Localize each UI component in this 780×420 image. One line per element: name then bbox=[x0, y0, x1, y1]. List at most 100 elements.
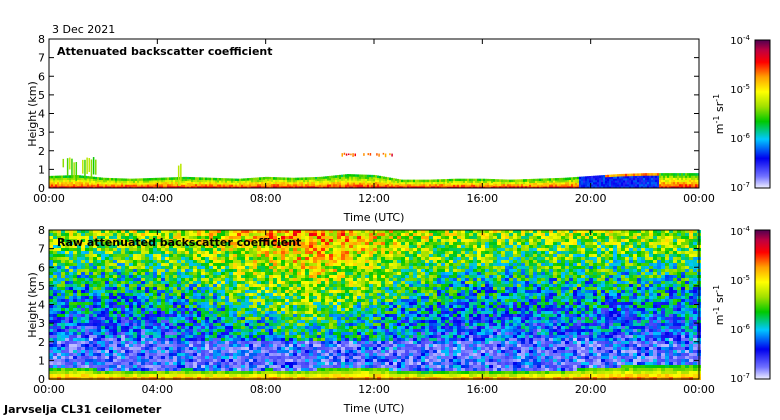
raw-cell bbox=[461, 266, 465, 269]
raw-cell bbox=[693, 263, 697, 266]
raw-cell bbox=[133, 281, 137, 284]
heat-cell bbox=[117, 180, 119, 183]
raw-cell bbox=[345, 257, 349, 260]
raw-cell bbox=[649, 254, 653, 257]
raw-cell bbox=[289, 260, 293, 263]
raw-cell bbox=[617, 281, 621, 284]
raw-cell bbox=[649, 260, 653, 263]
raw-cell bbox=[93, 254, 97, 257]
heat-cell bbox=[273, 183, 275, 187]
raw-cell bbox=[657, 257, 661, 260]
raw-cell bbox=[289, 272, 293, 275]
heat-cell bbox=[351, 186, 353, 189]
heat-cell bbox=[473, 178, 475, 182]
raw-cell bbox=[389, 254, 393, 257]
raw-cell bbox=[385, 269, 389, 272]
raw-cell bbox=[501, 275, 505, 278]
raw-cell bbox=[501, 242, 505, 245]
raw-cell bbox=[205, 242, 209, 245]
raw-cell bbox=[217, 263, 221, 266]
heat-cell bbox=[311, 179, 313, 182]
heat-cell bbox=[407, 181, 409, 185]
heat-cell bbox=[591, 179, 593, 183]
heat-cell bbox=[653, 179, 655, 183]
layer-cell bbox=[84, 159, 86, 180]
heat-cell bbox=[481, 178, 483, 182]
raw-cell bbox=[217, 254, 221, 257]
raw-cell bbox=[337, 275, 341, 278]
heat-cell bbox=[357, 186, 359, 189]
raw-cell bbox=[117, 284, 121, 287]
heat-cell bbox=[643, 175, 645, 178]
raw-cell bbox=[281, 266, 285, 269]
raw-cell bbox=[229, 242, 233, 245]
raw-cell bbox=[217, 230, 221, 233]
x-tick-label: 12:00 bbox=[358, 192, 390, 205]
heat-cell bbox=[411, 185, 413, 189]
raw-cell bbox=[173, 233, 177, 236]
heat-cell bbox=[197, 185, 199, 189]
raw-cell bbox=[181, 239, 185, 242]
raw-cell bbox=[53, 260, 57, 263]
raw-cell bbox=[57, 263, 61, 266]
raw-cell bbox=[245, 257, 249, 260]
heat-cell bbox=[561, 185, 563, 189]
raw-cell bbox=[409, 251, 413, 254]
raw-cell bbox=[269, 233, 273, 236]
heat-cell bbox=[545, 180, 547, 183]
raw-cell bbox=[353, 242, 357, 245]
layer-cell bbox=[177, 165, 180, 186]
heat-cell bbox=[193, 177, 195, 180]
raw-cell bbox=[205, 275, 209, 278]
raw-cell bbox=[157, 263, 161, 266]
heat-cell bbox=[463, 178, 465, 182]
heat-cell bbox=[239, 182, 241, 185]
raw-cell bbox=[413, 248, 417, 251]
raw-cell bbox=[293, 230, 297, 233]
raw-cell bbox=[129, 281, 133, 284]
raw-cell bbox=[373, 248, 377, 251]
raw-cell bbox=[485, 245, 489, 248]
raw-cell bbox=[661, 248, 665, 251]
raw-cell bbox=[493, 269, 497, 272]
heat-cell bbox=[599, 177, 601, 181]
heat-cell bbox=[645, 183, 647, 187]
raw-cell bbox=[157, 278, 161, 281]
raw-cell bbox=[165, 248, 169, 251]
raw-cell bbox=[289, 230, 293, 233]
raw-cell bbox=[645, 278, 649, 281]
heat-cell bbox=[325, 182, 327, 185]
heat-cell bbox=[479, 180, 481, 183]
heat-cell bbox=[395, 178, 397, 181]
heat-cell bbox=[695, 173, 697, 176]
raw-cell bbox=[97, 254, 101, 257]
heat-cell bbox=[581, 176, 583, 179]
heat-cell bbox=[439, 179, 441, 182]
raw-cell bbox=[637, 266, 641, 269]
raw-cell bbox=[65, 260, 69, 263]
heat-cell bbox=[329, 177, 331, 181]
raw-cell bbox=[277, 260, 281, 263]
heat-cell bbox=[79, 183, 81, 187]
heat-cell bbox=[187, 180, 189, 183]
raw-cell bbox=[669, 239, 673, 242]
raw-cell bbox=[293, 263, 297, 266]
raw-cell bbox=[177, 278, 181, 281]
heat-cell bbox=[191, 181, 193, 185]
raw-cell bbox=[173, 254, 177, 257]
raw-cell bbox=[313, 275, 317, 278]
raw-cell bbox=[453, 281, 457, 284]
raw-cell bbox=[533, 284, 537, 287]
heat-cell bbox=[371, 178, 373, 181]
raw-cell bbox=[225, 239, 229, 242]
raw-cell bbox=[409, 239, 413, 242]
raw-cell bbox=[421, 281, 425, 284]
raw-cell bbox=[625, 266, 629, 269]
heat-cell bbox=[499, 185, 501, 189]
raw-cell bbox=[329, 254, 333, 257]
heat-cell bbox=[259, 185, 261, 189]
heat-cell bbox=[537, 184, 539, 187]
heat-cell bbox=[175, 177, 177, 180]
heat-cell bbox=[531, 182, 533, 185]
heat-cell bbox=[129, 186, 131, 189]
